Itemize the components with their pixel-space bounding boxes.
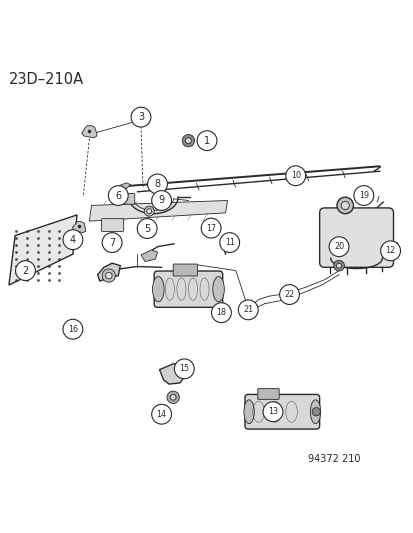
- Polygon shape: [141, 250, 157, 262]
- Circle shape: [166, 391, 179, 403]
- Text: 15: 15: [179, 365, 189, 373]
- Circle shape: [206, 222, 213, 229]
- Circle shape: [328, 237, 348, 256]
- Text: 14: 14: [156, 410, 166, 419]
- Polygon shape: [159, 364, 185, 384]
- Polygon shape: [116, 183, 131, 190]
- Circle shape: [147, 174, 167, 194]
- Text: 12: 12: [385, 246, 395, 255]
- Circle shape: [105, 272, 112, 279]
- Circle shape: [170, 394, 176, 400]
- Circle shape: [285, 166, 305, 185]
- Ellipse shape: [212, 277, 224, 302]
- Text: 1: 1: [204, 136, 209, 146]
- Ellipse shape: [310, 400, 320, 424]
- Text: 17: 17: [206, 224, 216, 232]
- Text: 5: 5: [144, 223, 150, 233]
- Circle shape: [285, 287, 293, 295]
- FancyBboxPatch shape: [319, 208, 392, 268]
- Text: 10: 10: [290, 171, 300, 180]
- Text: 8: 8: [154, 179, 160, 189]
- Circle shape: [336, 197, 353, 214]
- FancyBboxPatch shape: [173, 264, 197, 276]
- FancyBboxPatch shape: [118, 193, 135, 204]
- Circle shape: [185, 138, 191, 143]
- Circle shape: [131, 107, 150, 127]
- Circle shape: [102, 233, 122, 253]
- Text: 22: 22: [284, 290, 294, 299]
- FancyBboxPatch shape: [244, 394, 319, 429]
- FancyBboxPatch shape: [101, 219, 123, 231]
- Text: 9: 9: [158, 196, 164, 206]
- Circle shape: [333, 260, 344, 271]
- Text: 16: 16: [68, 325, 78, 334]
- Circle shape: [16, 261, 35, 280]
- Ellipse shape: [152, 277, 164, 302]
- Text: 21: 21: [242, 305, 253, 314]
- Circle shape: [146, 209, 151, 214]
- Text: 6: 6: [115, 190, 121, 200]
- Polygon shape: [72, 221, 85, 233]
- Text: 18: 18: [216, 308, 226, 317]
- Circle shape: [380, 241, 399, 261]
- Text: 11: 11: [224, 238, 234, 247]
- FancyBboxPatch shape: [154, 271, 222, 308]
- Text: 19: 19: [358, 191, 368, 200]
- Circle shape: [336, 263, 341, 268]
- Circle shape: [174, 359, 194, 379]
- Polygon shape: [89, 200, 227, 221]
- Circle shape: [353, 185, 373, 205]
- Text: 7: 7: [109, 238, 115, 247]
- Circle shape: [63, 319, 83, 339]
- Text: 13: 13: [267, 407, 278, 416]
- Circle shape: [246, 304, 254, 313]
- Polygon shape: [133, 111, 148, 123]
- Circle shape: [137, 219, 157, 238]
- Circle shape: [151, 191, 171, 211]
- Circle shape: [211, 303, 231, 322]
- Circle shape: [340, 201, 349, 209]
- Circle shape: [102, 269, 115, 282]
- Text: 4: 4: [70, 235, 76, 245]
- Ellipse shape: [243, 400, 254, 424]
- Circle shape: [238, 300, 258, 320]
- Circle shape: [201, 218, 221, 238]
- Text: 23D–210A: 23D–210A: [9, 72, 84, 87]
- Text: 94372 210: 94372 210: [307, 454, 360, 464]
- Polygon shape: [9, 215, 77, 285]
- Circle shape: [63, 230, 83, 249]
- Circle shape: [108, 185, 128, 205]
- Circle shape: [263, 402, 282, 422]
- Text: 20: 20: [333, 242, 343, 251]
- FancyBboxPatch shape: [257, 389, 278, 399]
- Circle shape: [311, 408, 320, 416]
- Circle shape: [197, 131, 216, 150]
- Circle shape: [151, 405, 171, 424]
- Text: 3: 3: [138, 112, 144, 122]
- Circle shape: [279, 285, 299, 304]
- Polygon shape: [81, 126, 97, 138]
- Circle shape: [144, 206, 154, 216]
- Polygon shape: [97, 263, 120, 281]
- Circle shape: [182, 134, 194, 147]
- Circle shape: [248, 306, 252, 311]
- Circle shape: [219, 233, 239, 253]
- Text: 2: 2: [22, 265, 28, 276]
